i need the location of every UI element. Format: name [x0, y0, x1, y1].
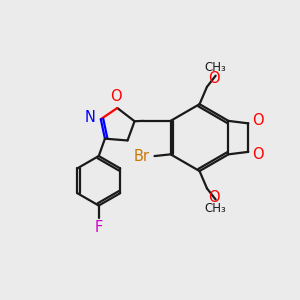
Text: CH₃: CH₃: [205, 202, 226, 214]
Text: O: O: [208, 190, 220, 205]
Text: N: N: [85, 110, 95, 125]
Text: O: O: [252, 147, 264, 162]
Text: O: O: [252, 113, 264, 128]
Text: O: O: [208, 70, 220, 86]
Text: O: O: [110, 88, 122, 104]
Text: F: F: [94, 220, 103, 236]
Text: CH₃: CH₃: [205, 61, 226, 74]
Text: Br: Br: [134, 149, 149, 164]
